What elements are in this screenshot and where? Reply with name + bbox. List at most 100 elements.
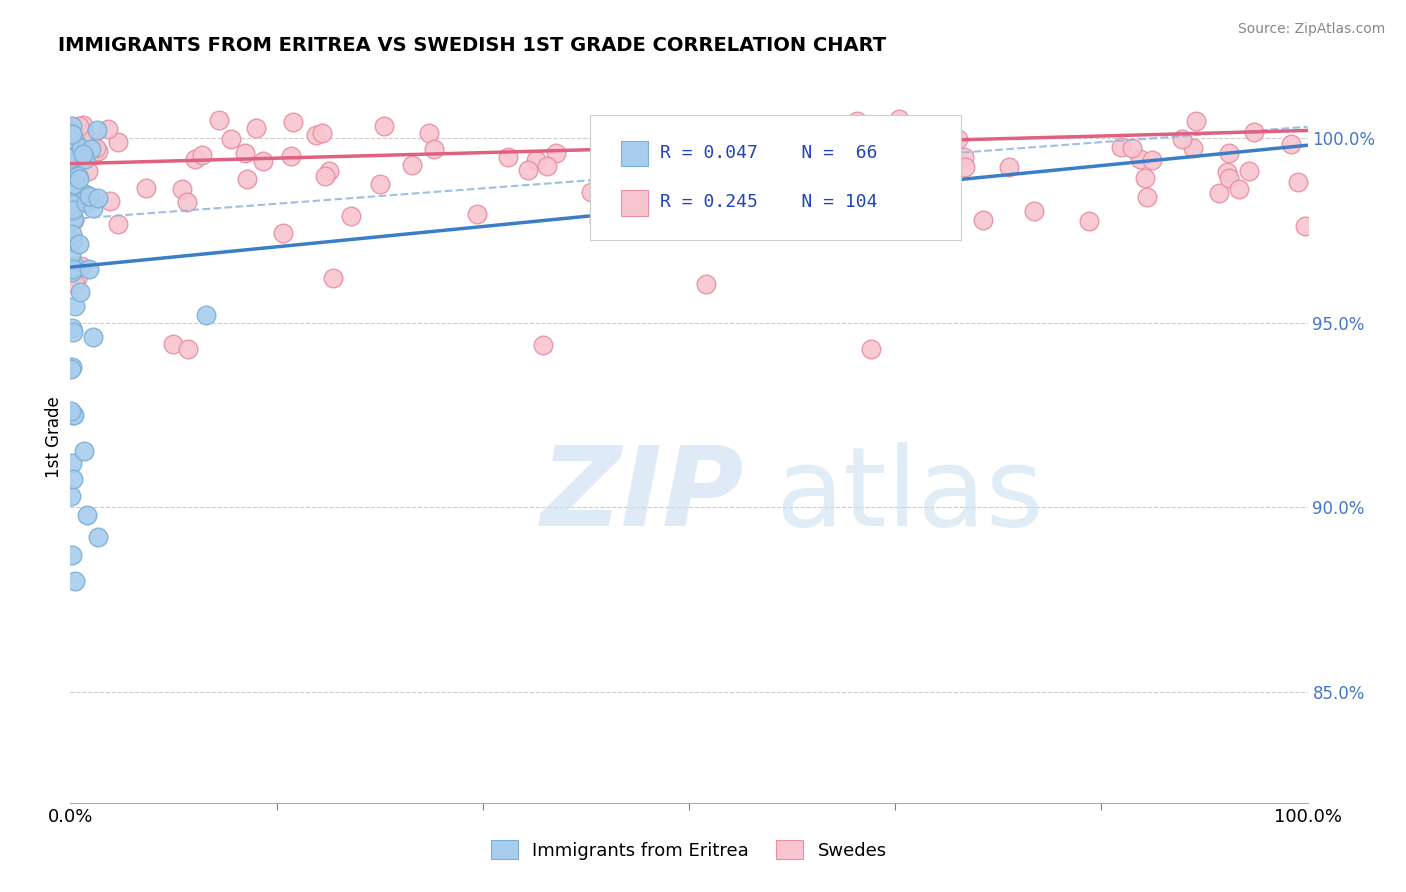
- Point: [588, 213, 610, 227]
- Point: [219, 131, 242, 145]
- Point: [60, 212, 83, 227]
- Point: [1181, 141, 1204, 155]
- Point: [77, 164, 100, 178]
- Point: [1281, 137, 1303, 152]
- Point: [80, 135, 103, 149]
- Text: atlas: atlas: [776, 442, 1045, 549]
- Point: [1109, 139, 1132, 153]
- Point: [1129, 153, 1152, 167]
- Point: [235, 145, 257, 160]
- Point: [894, 134, 917, 148]
- Point: [162, 336, 184, 351]
- Point: [817, 183, 839, 197]
- Point: [373, 119, 395, 133]
- Point: [86, 191, 108, 205]
- Point: [73, 187, 96, 202]
- Point: [252, 154, 274, 169]
- Point: [703, 191, 725, 205]
- Point: [305, 128, 328, 143]
- Point: [972, 213, 994, 227]
- Point: [695, 277, 717, 291]
- Point: [63, 574, 86, 589]
- Point: [60, 127, 83, 141]
- Point: [60, 260, 83, 275]
- Point: [63, 177, 86, 191]
- Point: [177, 342, 200, 356]
- Point: [1140, 153, 1163, 167]
- Point: [645, 148, 668, 162]
- Point: [702, 168, 724, 182]
- Point: [66, 153, 89, 168]
- Point: [887, 112, 910, 127]
- Point: [62, 203, 84, 218]
- Point: [62, 261, 84, 276]
- Point: [236, 172, 259, 186]
- Point: [70, 141, 93, 155]
- Point: [70, 259, 93, 273]
- Point: [65, 137, 87, 152]
- Point: [82, 330, 104, 344]
- Point: [77, 261, 100, 276]
- Point: [67, 119, 90, 133]
- Point: [63, 259, 86, 273]
- Point: [60, 362, 83, 376]
- Point: [77, 189, 100, 203]
- Point: [1121, 140, 1143, 154]
- Point: [952, 150, 974, 164]
- Point: [62, 409, 84, 423]
- Point: [191, 147, 214, 161]
- Point: [910, 137, 932, 152]
- Point: [72, 124, 94, 138]
- Point: [63, 277, 86, 292]
- Point: [536, 159, 558, 173]
- Point: [953, 160, 976, 174]
- Point: [195, 308, 218, 322]
- Point: [860, 342, 883, 356]
- Point: [80, 143, 103, 157]
- Point: [245, 121, 267, 136]
- Point: [60, 321, 83, 335]
- Point: [314, 169, 336, 184]
- FancyBboxPatch shape: [591, 115, 962, 240]
- Point: [62, 202, 84, 216]
- Point: [72, 119, 94, 133]
- Y-axis label: 1st Grade: 1st Grade: [45, 396, 63, 478]
- Point: [1286, 176, 1309, 190]
- Point: [807, 129, 830, 144]
- Point: [63, 300, 86, 314]
- Point: [752, 183, 775, 197]
- Point: [1243, 125, 1265, 139]
- Text: IMMIGRANTS FROM ERITREA VS SWEDISH 1ST GRADE CORRELATION CHART: IMMIGRANTS FROM ERITREA VS SWEDISH 1ST G…: [58, 36, 886, 54]
- Point: [107, 136, 129, 150]
- Point: [370, 177, 392, 191]
- Point: [1237, 164, 1260, 178]
- Point: [73, 444, 96, 458]
- Point: [690, 166, 713, 180]
- Point: [176, 195, 198, 210]
- Point: [62, 325, 84, 339]
- Point: [63, 143, 86, 157]
- Point: [785, 183, 807, 197]
- Point: [73, 152, 96, 166]
- Point: [60, 127, 83, 141]
- Point: [60, 182, 83, 196]
- Point: [998, 161, 1021, 175]
- Point: [208, 113, 231, 128]
- Point: [60, 180, 83, 194]
- Point: [311, 126, 333, 140]
- Point: [60, 150, 83, 164]
- Point: [62, 146, 84, 161]
- Point: [60, 549, 83, 563]
- Point: [546, 146, 568, 161]
- Point: [423, 142, 446, 156]
- Point: [75, 195, 97, 210]
- Point: [1218, 146, 1240, 161]
- Point: [845, 114, 868, 128]
- Point: [60, 233, 83, 247]
- Point: [281, 115, 304, 129]
- Point: [63, 134, 86, 148]
- Point: [1078, 214, 1101, 228]
- Point: [63, 408, 86, 422]
- Point: [63, 193, 86, 207]
- Point: [935, 130, 957, 145]
